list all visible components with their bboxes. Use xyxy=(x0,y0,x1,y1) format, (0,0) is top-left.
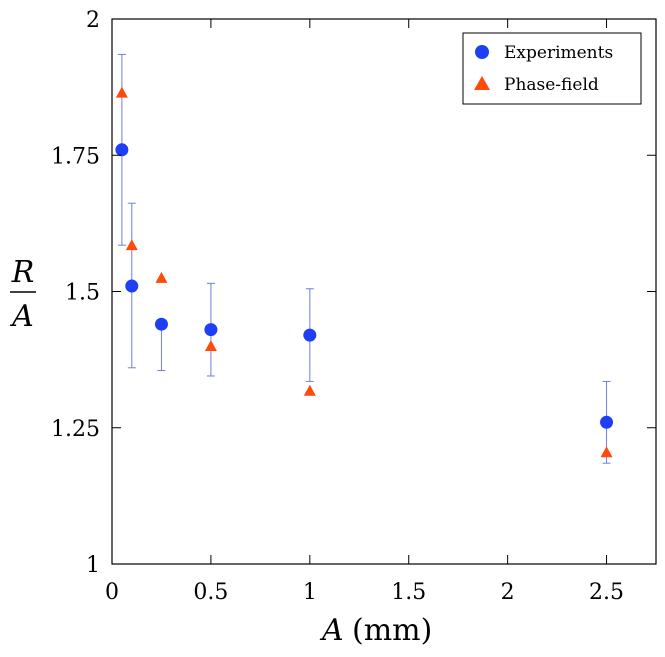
series-layer xyxy=(115,53,614,464)
legend-triangle-marker-icon xyxy=(474,76,490,90)
phase-field-point xyxy=(155,271,168,283)
y-tick-label: 1.25 xyxy=(51,417,100,442)
x-tick-label: 0.5 xyxy=(193,580,228,605)
y-axis-label: R A xyxy=(9,255,36,334)
x-tick-label: 1 xyxy=(303,580,317,605)
y-tick-label: 2 xyxy=(86,8,100,33)
legend-box xyxy=(462,32,642,105)
y-tick-label: 1 xyxy=(86,553,100,578)
y-tick-label: 1.75 xyxy=(51,144,100,169)
phase-field-point xyxy=(204,340,217,351)
experiment-point xyxy=(204,323,218,337)
x-tick-label: 0 xyxy=(105,580,119,605)
phase-field-point xyxy=(115,86,128,98)
plot-area xyxy=(112,19,656,564)
experiment-point xyxy=(115,143,129,157)
legend-label-experiments: Experiments xyxy=(504,43,613,63)
experiment-point xyxy=(600,415,614,429)
x-axis-label-symbol: A xyxy=(319,613,344,648)
y-axis-label-numerator: R xyxy=(11,255,35,290)
x-axis-label-unit: (mm) xyxy=(352,613,432,648)
phase-field-point xyxy=(125,239,138,251)
phase-field-point xyxy=(303,384,316,396)
legend: Experiments Phase-field xyxy=(462,32,642,105)
y-tick-label: 1.5 xyxy=(65,281,100,306)
axis-layer: 0 0.5 1 1.5 2 2.5 1 1.25 1.5 1.75 2 xyxy=(51,8,656,605)
x-tick-label: 1.5 xyxy=(391,580,426,605)
phase-field-point xyxy=(600,446,613,458)
legend-label-phase-field: Phase-field xyxy=(504,75,599,95)
experiment-point xyxy=(125,279,139,293)
x-axis-label: A (mm) xyxy=(319,613,432,648)
y-axis-label-denominator: A xyxy=(9,299,34,334)
x-tick-label: 2.5 xyxy=(589,580,624,605)
x-tick-label: 2 xyxy=(501,580,515,605)
plot-frame xyxy=(111,18,657,565)
legend-circle-marker-icon xyxy=(475,45,489,59)
experiment-point xyxy=(154,317,168,331)
experiment-point xyxy=(303,328,317,342)
